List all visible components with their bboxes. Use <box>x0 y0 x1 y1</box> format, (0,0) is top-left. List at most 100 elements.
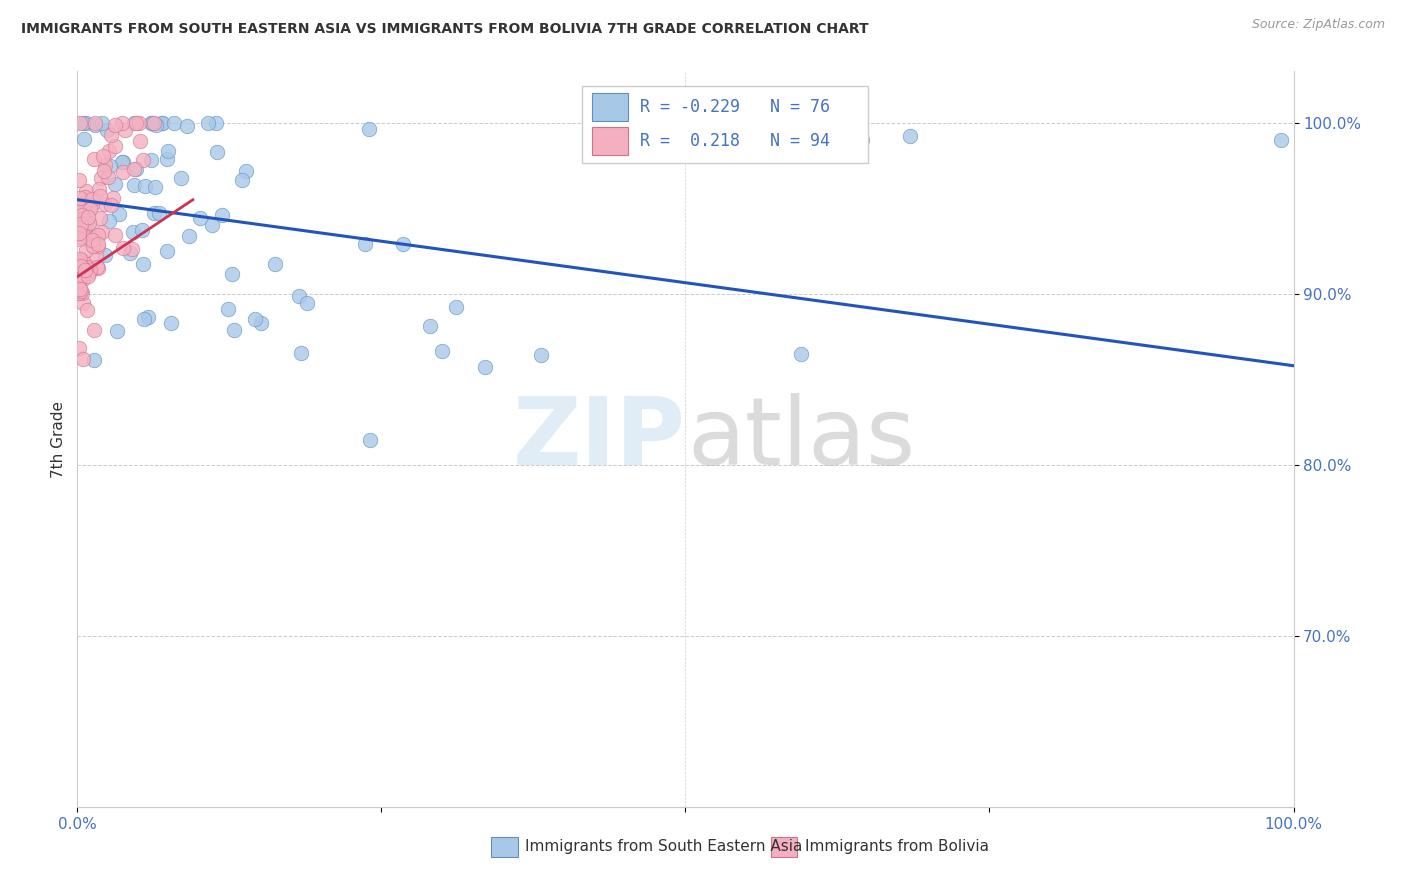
Point <box>73 262 96 277</box>
Point <box>141 116 163 130</box>
Point <box>73 131 96 145</box>
Point <box>97 169 120 184</box>
Point <box>354 236 377 251</box>
Text: IMMIGRANTS FROM SOUTH EASTERN ASIA VS IMMIGRANTS FROM BOLIVIA 7TH GRADE CORRELAT: IMMIGRANTS FROM SOUTH EASTERN ASIA VS IM… <box>21 22 869 37</box>
Point <box>122 162 145 177</box>
Point <box>79 235 101 249</box>
Point <box>1270 133 1292 147</box>
Point <box>101 191 124 205</box>
Point <box>83 353 105 368</box>
Point <box>83 153 105 167</box>
Point <box>132 312 155 326</box>
Point <box>94 196 117 211</box>
Point <box>76 211 98 225</box>
Point <box>84 116 107 130</box>
Point <box>104 227 127 242</box>
Point <box>93 158 115 172</box>
Point <box>72 230 94 244</box>
Point <box>72 351 94 366</box>
Point <box>104 177 127 191</box>
Point <box>143 206 166 220</box>
Point <box>86 260 108 275</box>
Point <box>131 223 153 237</box>
Point <box>124 162 146 177</box>
Point <box>82 233 104 247</box>
Point <box>93 148 115 162</box>
Point <box>98 159 121 173</box>
FancyBboxPatch shape <box>592 93 628 120</box>
Point <box>204 116 226 130</box>
Point <box>128 116 150 130</box>
Point <box>142 116 165 130</box>
Point <box>197 116 219 130</box>
Point <box>73 202 96 216</box>
Point <box>86 236 108 251</box>
Point <box>235 164 257 178</box>
Point <box>72 295 94 310</box>
Point <box>112 154 135 169</box>
Point <box>83 230 105 244</box>
Point <box>69 230 91 244</box>
Point <box>90 116 112 130</box>
Point <box>79 202 101 216</box>
Point <box>77 260 100 275</box>
Point <box>359 434 381 448</box>
Point <box>111 116 134 130</box>
FancyBboxPatch shape <box>592 127 628 154</box>
Text: R =  0.218   N = 94: R = 0.218 N = 94 <box>640 131 831 150</box>
Point <box>75 116 97 130</box>
Point <box>89 211 111 225</box>
Point <box>900 129 922 144</box>
Point <box>131 257 153 271</box>
Point <box>851 133 873 147</box>
Point <box>70 284 93 298</box>
Point <box>132 153 155 168</box>
Point <box>72 116 94 130</box>
Point <box>79 262 101 277</box>
Point <box>143 180 166 194</box>
Point <box>67 281 90 295</box>
Text: Immigrants from South Eastern Asia: Immigrants from South Eastern Asia <box>524 839 803 855</box>
Point <box>160 316 183 330</box>
Point <box>70 259 93 273</box>
Point <box>67 258 90 272</box>
Point <box>76 303 98 318</box>
Point <box>245 312 267 326</box>
Point <box>111 155 134 169</box>
Point <box>231 173 253 187</box>
Point <box>134 179 156 194</box>
Point <box>89 189 111 203</box>
Point <box>75 260 97 274</box>
Point <box>444 300 467 314</box>
Point <box>139 153 162 167</box>
Point <box>87 261 110 276</box>
FancyBboxPatch shape <box>491 837 517 857</box>
Point <box>77 216 100 230</box>
Point <box>75 184 97 198</box>
Point <box>69 116 91 130</box>
Point <box>150 116 173 130</box>
Text: Source: ZipAtlas.com: Source: ZipAtlas.com <box>1251 18 1385 31</box>
Point <box>87 182 110 196</box>
Point <box>290 346 312 360</box>
Point <box>72 226 94 240</box>
Point <box>83 118 105 132</box>
Point <box>72 272 94 286</box>
Point <box>67 267 90 281</box>
Point <box>67 274 90 288</box>
Point <box>75 190 97 204</box>
Point <box>76 215 98 229</box>
Point <box>120 245 142 260</box>
Point <box>139 116 162 130</box>
Point <box>70 197 93 211</box>
Point <box>70 260 93 275</box>
Text: atlas: atlas <box>688 393 917 485</box>
Point <box>121 225 143 239</box>
Point <box>98 145 121 159</box>
Point <box>170 170 193 185</box>
Point <box>790 347 813 361</box>
Point <box>128 134 150 148</box>
Point <box>114 123 136 137</box>
Point <box>104 118 127 132</box>
Point <box>295 295 318 310</box>
